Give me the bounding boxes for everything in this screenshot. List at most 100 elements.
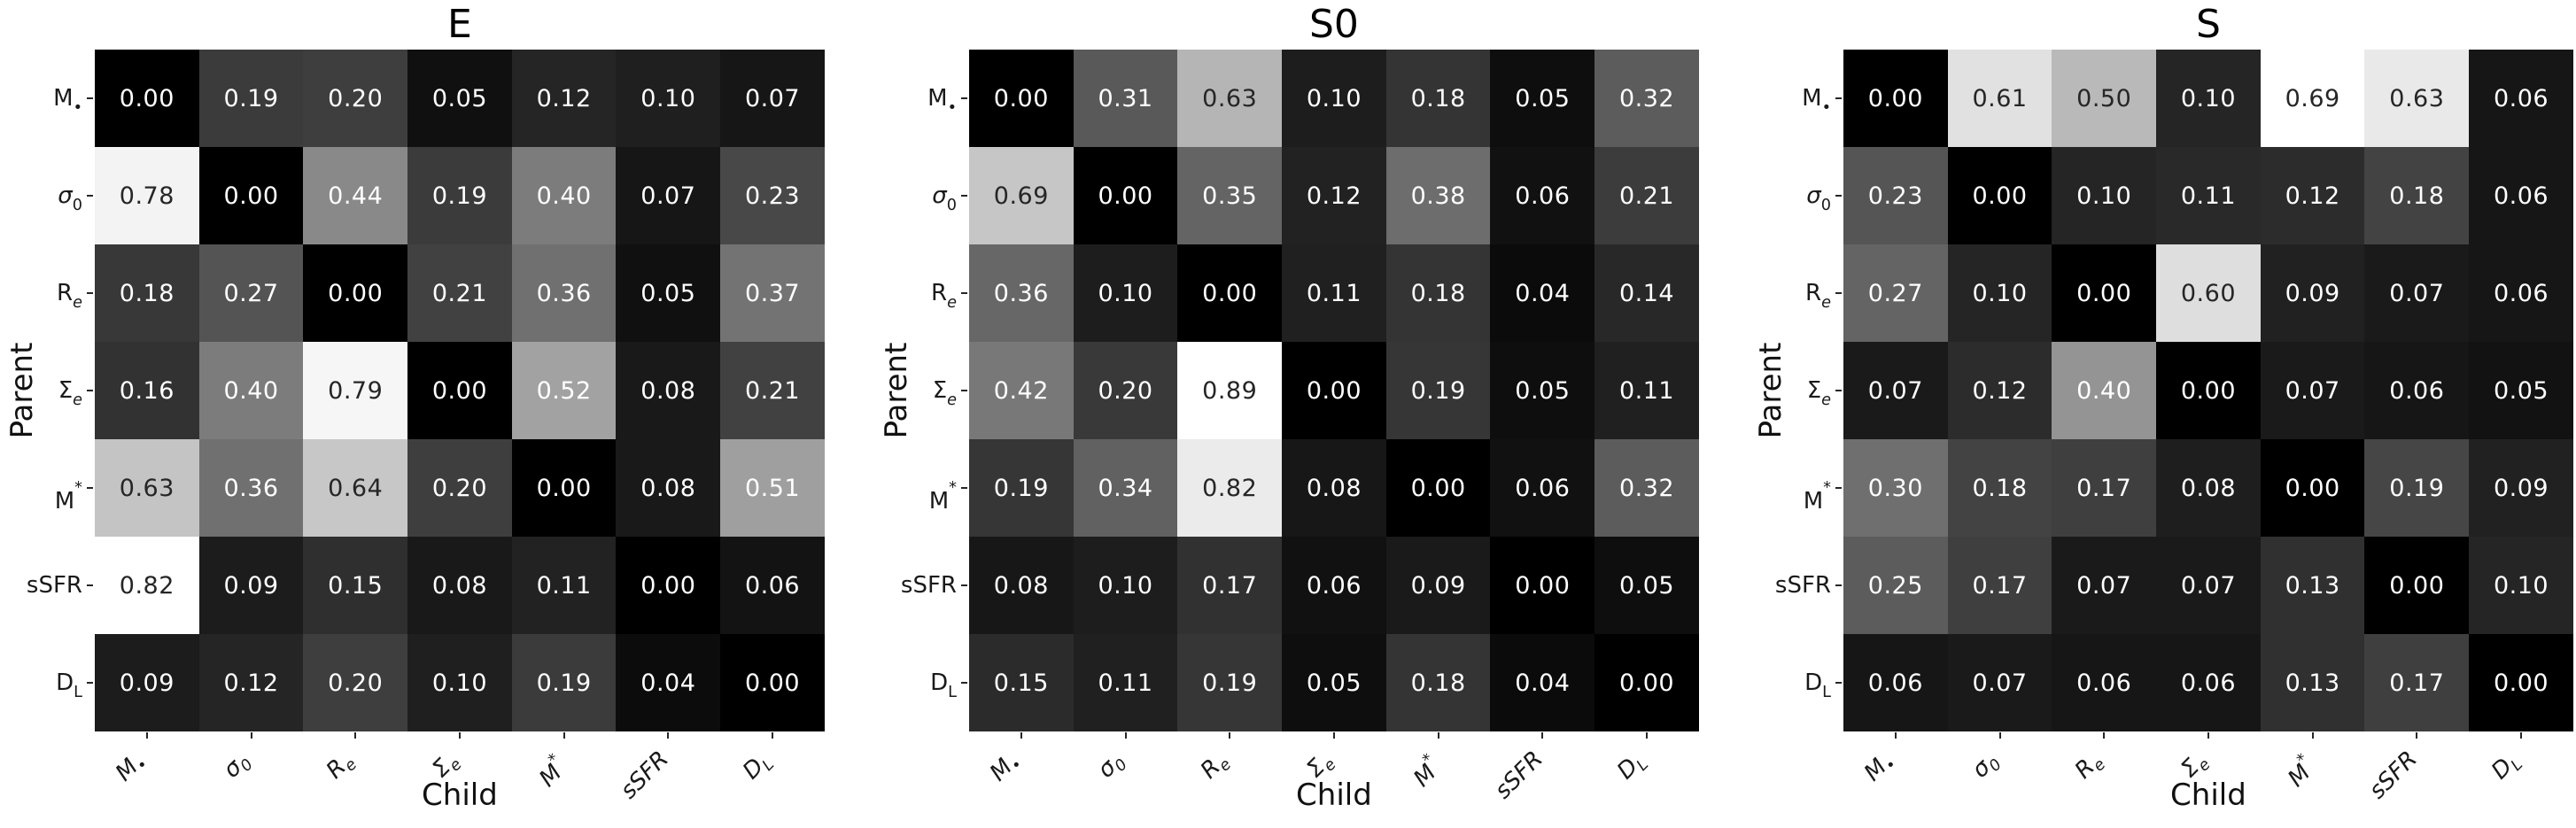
- y-tick-mark: [961, 292, 967, 294]
- heatmap-cell: 0.08: [1282, 439, 1386, 537]
- y-tick-label: sSFR: [1604, 568, 1831, 603]
- heatmap-cell: 0.27: [198, 244, 304, 342]
- heatmap-cell: 0.25: [1843, 537, 1948, 634]
- variable-base: sSFR: [26, 572, 82, 599]
- heatmap-cell: 0.60: [2156, 244, 2261, 342]
- x-tick-mark: [1646, 732, 1649, 739]
- variable-base: Σ: [932, 377, 948, 404]
- heatmap-cell: 0.13: [2260, 537, 2365, 634]
- heatmap-cell: 0.00: [1947, 147, 2052, 244]
- heatmap-cell: 0.19: [1385, 342, 1491, 439]
- heatmap-cell: 0.20: [407, 439, 512, 537]
- heatmap-cell: 0.34: [1073, 439, 1178, 537]
- heatmap-cell: 0.20: [1073, 342, 1178, 439]
- x-tick-mark: [1020, 732, 1022, 739]
- heatmap-cell: 0.63: [2364, 50, 2470, 147]
- heatmap-cell: 0.19: [1177, 634, 1283, 731]
- heatmap-grid: 0.00 0.31 0.63 0.10 0.18 0.05 0.32 0.69 0.00 0.35…: [969, 50, 1699, 731]
- heatmap-cell: 0.08: [616, 439, 721, 537]
- heatmap-cell: 0.04: [616, 634, 721, 731]
- heatmap-cell: 0.06: [2469, 50, 2573, 147]
- variable-subscript: L: [1822, 684, 1831, 701]
- heatmap-cell: 0.14: [1594, 244, 1699, 342]
- heatmap-cell: 0.00: [511, 439, 617, 537]
- heatmap-cell: 0.08: [969, 537, 1074, 634]
- heatmap-cell: 0.06: [2469, 147, 2573, 244]
- heatmap-cell: 0.06: [2364, 342, 2470, 439]
- heatmap-cell: 0.11: [2156, 147, 2261, 244]
- heatmap-cell: 0.00: [1073, 147, 1178, 244]
- heatmap-cell: 0.10: [2469, 537, 2573, 634]
- y-tick-label: DL: [0, 665, 82, 701]
- heatmap-cell: 0.20: [303, 50, 408, 147]
- x-tick-mark: [1332, 732, 1335, 739]
- x-tick-mark: [250, 732, 252, 739]
- heatmap-cell: 0.69: [2260, 50, 2365, 147]
- heatmap-cell: 0.06: [1490, 439, 1595, 537]
- panel-title: S: [2195, 2, 2221, 47]
- variable-subscript: e: [73, 294, 82, 312]
- heatmap-cell: 0.79: [303, 342, 408, 439]
- heatmap-cell: 0.37: [720, 244, 825, 342]
- heatmap-cell: 0.18: [1947, 439, 2052, 537]
- heatmap-cell: 0.44: [303, 147, 408, 244]
- y-tick-mark: [87, 97, 93, 99]
- y-tick-mark: [1835, 195, 1842, 197]
- heatmap-cell: 0.12: [1947, 342, 2052, 439]
- y-tick-label: Re: [730, 275, 957, 312]
- x-tick-mark: [772, 732, 774, 739]
- variable-subscript: 0: [946, 197, 957, 214]
- y-tick-label: Σe: [730, 373, 957, 409]
- heatmap-cell: 0.00: [1490, 537, 1595, 634]
- heatmap-cell: 0.17: [1177, 537, 1283, 634]
- x-tick-mark: [458, 732, 461, 739]
- heatmap-cell: 0.30: [1843, 439, 1948, 537]
- heatmap-cell: 0.00: [2156, 342, 2261, 439]
- heatmap-cell: 0.00: [1177, 244, 1283, 342]
- variable-base: D: [1804, 669, 1823, 696]
- heatmap-cell: 0.23: [1843, 147, 1948, 244]
- heatmap-cell: 0.05: [1282, 634, 1386, 731]
- heatmap-cell: 0.11: [1073, 634, 1178, 731]
- panel-title: S0: [1308, 2, 1359, 47]
- heatmap-grid: 0.00 0.19 0.20 0.05 0.12 0.10 0.07 0.78 0.00 0.44…: [95, 50, 825, 731]
- heatmap-cell: 0.07: [1843, 342, 1948, 439]
- y-tick-mark: [1835, 390, 1842, 391]
- x-tick-mark: [1124, 732, 1127, 739]
- y-tick-mark: [1835, 682, 1842, 684]
- heatmap-cell: 0.00: [969, 50, 1074, 147]
- heatmap-cell: 0.08: [407, 537, 512, 634]
- heatmap-cell: 0.10: [1073, 244, 1178, 342]
- y-tick-label: Re: [0, 275, 82, 312]
- heatmap-cell: 0.50: [2052, 50, 2157, 147]
- heatmap-cell: 0.10: [2052, 147, 2157, 244]
- heatmap-cell: 0.00: [303, 244, 408, 342]
- x-tick-mark: [145, 732, 148, 739]
- x-tick-mark: [2311, 732, 2314, 739]
- heatmap-cell: 0.64: [303, 439, 408, 537]
- variable-subscript: e: [1821, 294, 1831, 312]
- heatmap-cell: 0.08: [616, 342, 721, 439]
- y-tick-mark: [87, 487, 93, 489]
- heatmap-cell: 0.00: [720, 634, 825, 731]
- heatmap-cell: 0.05: [407, 50, 512, 147]
- heatmap-cell: 0.40: [2052, 342, 2157, 439]
- heatmap-cell: 0.36: [198, 439, 304, 537]
- heatmap-cell: 0.06: [2052, 634, 2157, 731]
- heatmap-cell: 0.00: [1282, 342, 1386, 439]
- heatmap-cell: 0.12: [511, 50, 617, 147]
- heatmap-cell: 0.52: [511, 342, 617, 439]
- variable-subscript: 0: [1820, 197, 1831, 214]
- heatmap-cell: 0.07: [2052, 537, 2157, 634]
- heatmap-cell: 0.06: [1843, 634, 1948, 731]
- y-tick-label: Σe: [1604, 373, 1831, 409]
- heatmap-cell: 0.15: [969, 634, 1074, 731]
- heatmap-cell: 0.08: [2156, 439, 2261, 537]
- y-tick-label: sSFR: [730, 568, 957, 603]
- heatmap-cell: 0.36: [969, 244, 1074, 342]
- heatmap-cell: 0.17: [2052, 439, 2157, 537]
- y-tick-mark: [961, 584, 967, 586]
- heatmap-cell: 0.06: [1282, 537, 1386, 634]
- y-tick-mark: [1835, 487, 1842, 489]
